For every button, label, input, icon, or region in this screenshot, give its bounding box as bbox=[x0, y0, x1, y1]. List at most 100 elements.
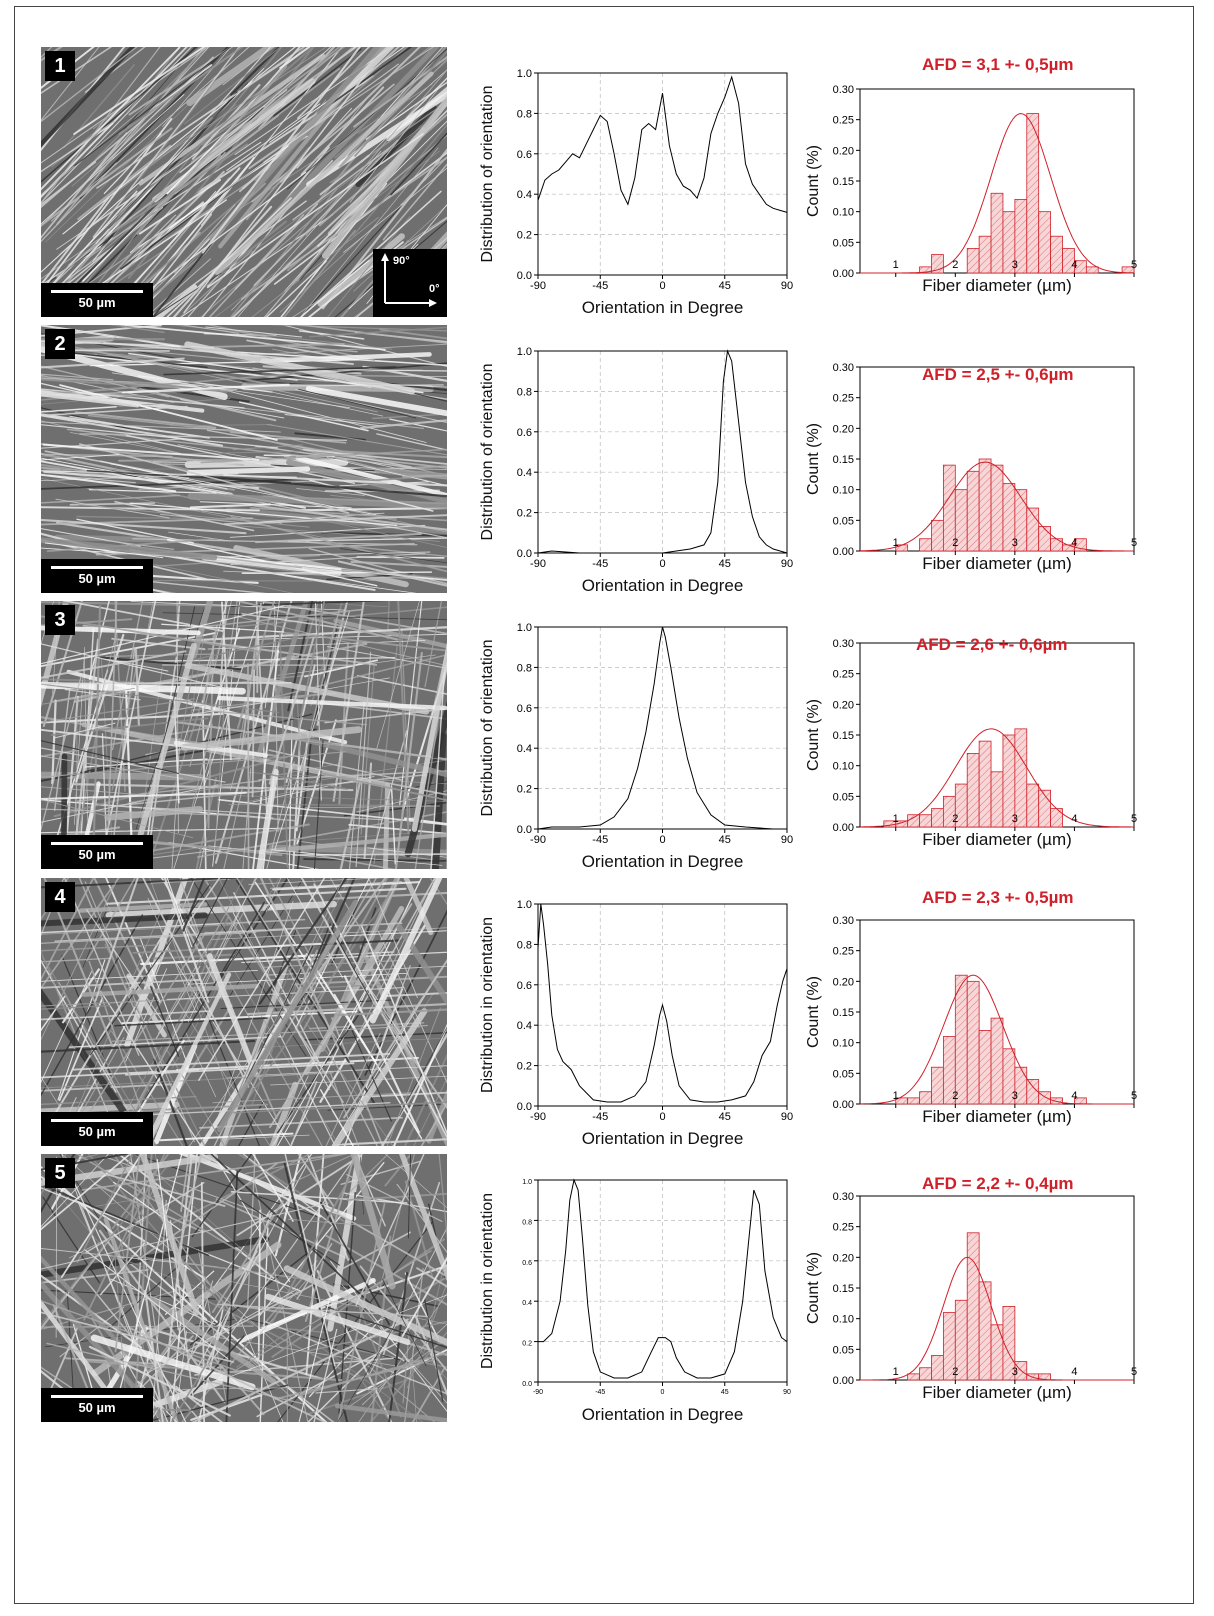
scale-bar-line bbox=[51, 1119, 143, 1122]
histogram-bar bbox=[978, 740, 992, 828]
gaussian-fit-curve bbox=[860, 461, 1134, 552]
y-tick-label: 0.10 bbox=[833, 207, 854, 219]
y-tick-label: 0.30 bbox=[833, 362, 854, 374]
histogram-bar bbox=[1026, 113, 1040, 274]
orientation-series-line bbox=[538, 1178, 788, 1379]
x-axis-label: Orientation in Degree bbox=[582, 852, 744, 871]
scale-bar: 50 µm bbox=[41, 283, 153, 317]
histogram-bar bbox=[931, 254, 944, 274]
diameter-chart-3: 1 2 3 4 5 0.00 0.05 0.10 0.15 0.20 0.25 0.30 Fiber d… bbox=[804, 621, 1144, 886]
y-tick-label: 0.2 bbox=[517, 230, 532, 242]
y-tick-label: 0.25 bbox=[833, 115, 854, 127]
histogram-bar bbox=[990, 464, 1004, 552]
histogram-bar bbox=[966, 248, 980, 274]
orientation-series-line bbox=[537, 903, 788, 1103]
x-tick-label: -45 bbox=[592, 280, 608, 292]
x-axis-label: Orientation in Degree bbox=[582, 298, 744, 317]
histogram-bar bbox=[954, 974, 968, 1105]
y-tick-label: 0.00 bbox=[833, 1099, 854, 1111]
diameter-chart-4: 1 2 3 4 5 0.00 0.05 0.10 0.15 0.20 0.25 0.30 Fiber d… bbox=[804, 888, 1144, 1163]
orientation-chart-4: -90 -45 0 45 90 0.0 0.2 0.4 0.6 0.8 1.0 Orientation… bbox=[460, 882, 800, 1157]
axis-90-label: 90° bbox=[393, 255, 410, 267]
histogram-bar bbox=[978, 1029, 992, 1105]
histogram-bar bbox=[990, 192, 1004, 274]
y-axis-label: Distribution in orientation bbox=[479, 917, 496, 1093]
orientation-axes-inset: 90° 0° bbox=[373, 249, 447, 317]
y-tick-label: 0.20 bbox=[833, 1252, 854, 1264]
y-tick-label: 0.20 bbox=[833, 699, 854, 711]
histogram-bar bbox=[907, 1373, 920, 1381]
scale-bar: 50 µm bbox=[41, 835, 153, 869]
histogram-bar bbox=[1038, 526, 1052, 552]
x-tick-label: 90 bbox=[781, 280, 793, 292]
x-tick-label: 4 bbox=[1071, 813, 1077, 825]
y-tick-label: 0.2 bbox=[517, 1061, 532, 1073]
gaussian-fit-curve bbox=[860, 113, 1135, 274]
sem-image-4: 4 50 µm bbox=[41, 878, 447, 1146]
histogram-bar bbox=[919, 1367, 932, 1381]
y-tick-label: 0.8 bbox=[517, 662, 532, 674]
panel-number: 4 bbox=[45, 882, 75, 912]
x-tick-label: 90 bbox=[781, 1111, 793, 1123]
scale-bar-line bbox=[51, 566, 143, 569]
y-tick-label: 0.0 bbox=[517, 1101, 532, 1113]
y-tick-label: 0.30 bbox=[833, 915, 854, 927]
scale-bar: 50 µm bbox=[41, 559, 153, 593]
y-tick-label: 1.0 bbox=[522, 1179, 532, 1186]
gaussian-fit-curve bbox=[860, 974, 1134, 1105]
histogram-bar bbox=[1038, 1373, 1052, 1381]
x-tick-label: 1 bbox=[893, 1366, 899, 1378]
histogram-bar bbox=[978, 1281, 992, 1381]
histogram-bar bbox=[931, 1066, 944, 1105]
histogram-bar bbox=[919, 814, 932, 828]
y-tick-label: 0.05 bbox=[833, 1068, 854, 1080]
y-axis-label: Count (%) bbox=[805, 145, 822, 217]
y-tick-label: 0.8 bbox=[517, 386, 532, 398]
x-tick-label: 3 bbox=[1012, 1366, 1018, 1378]
y-tick-label: 0.6 bbox=[522, 1260, 532, 1267]
x-tick-label: 45 bbox=[719, 558, 731, 570]
x-tick-label: 2 bbox=[952, 259, 958, 271]
histogram-bar bbox=[1050, 235, 1063, 274]
x-tick-label: 4 bbox=[1071, 1090, 1077, 1102]
y-axis-label: Count (%) bbox=[805, 699, 822, 771]
histogram-bar bbox=[1026, 1079, 1040, 1105]
y-tick-label: 0.05 bbox=[833, 1344, 854, 1356]
y-tick-label: 0.25 bbox=[833, 946, 854, 958]
histogram-bar bbox=[1002, 1305, 1016, 1381]
x-tick-label: 3 bbox=[1012, 813, 1018, 825]
x-axis-label: Fiber diameter (µm) bbox=[922, 554, 1072, 573]
histogram-bar bbox=[966, 470, 980, 552]
histogram-bar bbox=[1038, 211, 1052, 274]
y-tick-label: 0.0 bbox=[522, 1381, 532, 1388]
y-tick-label: 0.30 bbox=[833, 84, 854, 96]
x-tick-label: -90 bbox=[530, 834, 546, 846]
y-tick-label: 0.05 bbox=[833, 791, 854, 803]
y-tick-label: 1.0 bbox=[517, 68, 532, 80]
y-axis-label: Distribution of orientation bbox=[479, 86, 496, 263]
y-tick-label: 0.6 bbox=[517, 427, 532, 439]
y-tick-label: 0.8 bbox=[517, 108, 532, 120]
y-tick-label: 0.10 bbox=[833, 1038, 854, 1050]
scale-bar: 50 µm bbox=[41, 1388, 153, 1422]
y-tick-label: 0.10 bbox=[833, 761, 854, 773]
diameter-chart-2: 1 2 3 4 5 0.00 0.05 0.10 0.15 0.20 0.25 0.30 Fiber d… bbox=[804, 345, 1144, 610]
x-tick-label: -45 bbox=[595, 1389, 605, 1396]
y-tick-label: 0.8 bbox=[517, 939, 532, 951]
y-tick-label: 0.15 bbox=[833, 730, 854, 742]
histogram-bar bbox=[1014, 728, 1028, 828]
x-tick-label: -90 bbox=[530, 280, 546, 292]
y-tick-label: 0.8 bbox=[522, 1219, 532, 1226]
x-tick-label: 0 bbox=[659, 558, 665, 570]
histogram-bar bbox=[1085, 266, 1099, 274]
y-tick-label: 0.0 bbox=[517, 548, 532, 560]
sem-image-1: 1 50 µm 90° 0° bbox=[41, 47, 447, 317]
orientation-chart-5: -90 -45 0 45 90 0.0 0.2 0.4 0.6 0.8 1.0 Orientation… bbox=[460, 1158, 800, 1433]
x-tick-label: 5 bbox=[1131, 1090, 1137, 1102]
x-tick-label: 5 bbox=[1131, 813, 1137, 825]
histogram-bar bbox=[966, 1232, 980, 1381]
y-tick-label: 0.4 bbox=[517, 467, 532, 479]
x-axis-label: Orientation in Degree bbox=[582, 1129, 744, 1148]
histogram-bar bbox=[1050, 808, 1063, 828]
panel-number: 2 bbox=[45, 329, 75, 359]
